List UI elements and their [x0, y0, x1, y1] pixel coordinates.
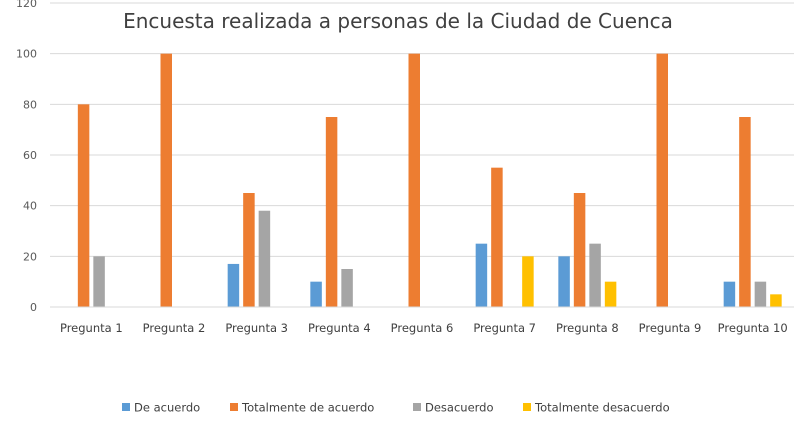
bar: [739, 117, 751, 307]
bar: [243, 193, 255, 307]
legend-label: De acuerdo: [134, 401, 200, 415]
x-category-label: Pregunta 4: [308, 321, 371, 335]
legend: De acuerdo Totalmente de acuerdo Desacuerd…: [122, 401, 670, 415]
legend-swatch: [122, 403, 130, 411]
x-category-label: Pregunta 9: [639, 321, 702, 335]
x-category-label: Pregunta 8: [556, 321, 619, 335]
legend-label: Desacuerdo: [425, 401, 494, 415]
legend-swatch: [230, 403, 238, 411]
bar: [573, 193, 586, 307]
bar: [258, 210, 271, 307]
bar: [341, 269, 353, 307]
gridlines: [50, 2, 794, 257]
chart-title: Encuesta realizada a personas de la Ciud…: [123, 9, 673, 33]
legend-swatch: [523, 403, 531, 411]
x-category-label: Pregunta 7: [473, 321, 536, 335]
y-tick-label: 0: [30, 301, 37, 314]
bar: [723, 281, 736, 307]
x-category-label: Pregunta 10: [718, 321, 788, 335]
legend-swatch: [413, 403, 421, 411]
x-category-label: Pregunta 1: [60, 321, 123, 335]
bar: [408, 53, 420, 307]
x-category-label: Pregunta 3: [225, 321, 288, 335]
legend-label: Totalmente de acuerdo: [241, 401, 374, 415]
bar: [522, 256, 534, 307]
x-category-label: Pregunta 2: [143, 321, 206, 335]
bar: [770, 294, 782, 307]
bar: [754, 281, 767, 307]
bar: [491, 167, 503, 307]
bar: [93, 256, 105, 307]
y-tick-label: 120: [16, 0, 37, 10]
y-tick-label: 20: [23, 250, 37, 263]
bar: [475, 243, 488, 307]
bar: [325, 117, 338, 307]
bar: [604, 281, 617, 307]
bar: [310, 281, 322, 307]
bar: [558, 256, 570, 307]
y-tick-label: 80: [23, 98, 37, 111]
bars: [77, 53, 782, 307]
bar: [77, 104, 90, 307]
bar: [656, 53, 668, 307]
x-category-label: Pregunta 6: [391, 321, 454, 335]
y-tick-label: 40: [23, 200, 37, 213]
y-tick-label: 100: [16, 48, 37, 61]
x-axis-categories: Pregunta 1 Pregunta 2 Pregunta 3 Pregunta 4…: [60, 321, 788, 335]
bar: [589, 243, 601, 307]
y-axis-ticks: 0 20 40 60 80 100 120: [16, 0, 37, 314]
y-tick-label: 60: [23, 149, 37, 162]
bar: [227, 263, 240, 307]
legend-label: Totalmente desacuerdo: [534, 401, 670, 415]
bar: [160, 53, 172, 307]
